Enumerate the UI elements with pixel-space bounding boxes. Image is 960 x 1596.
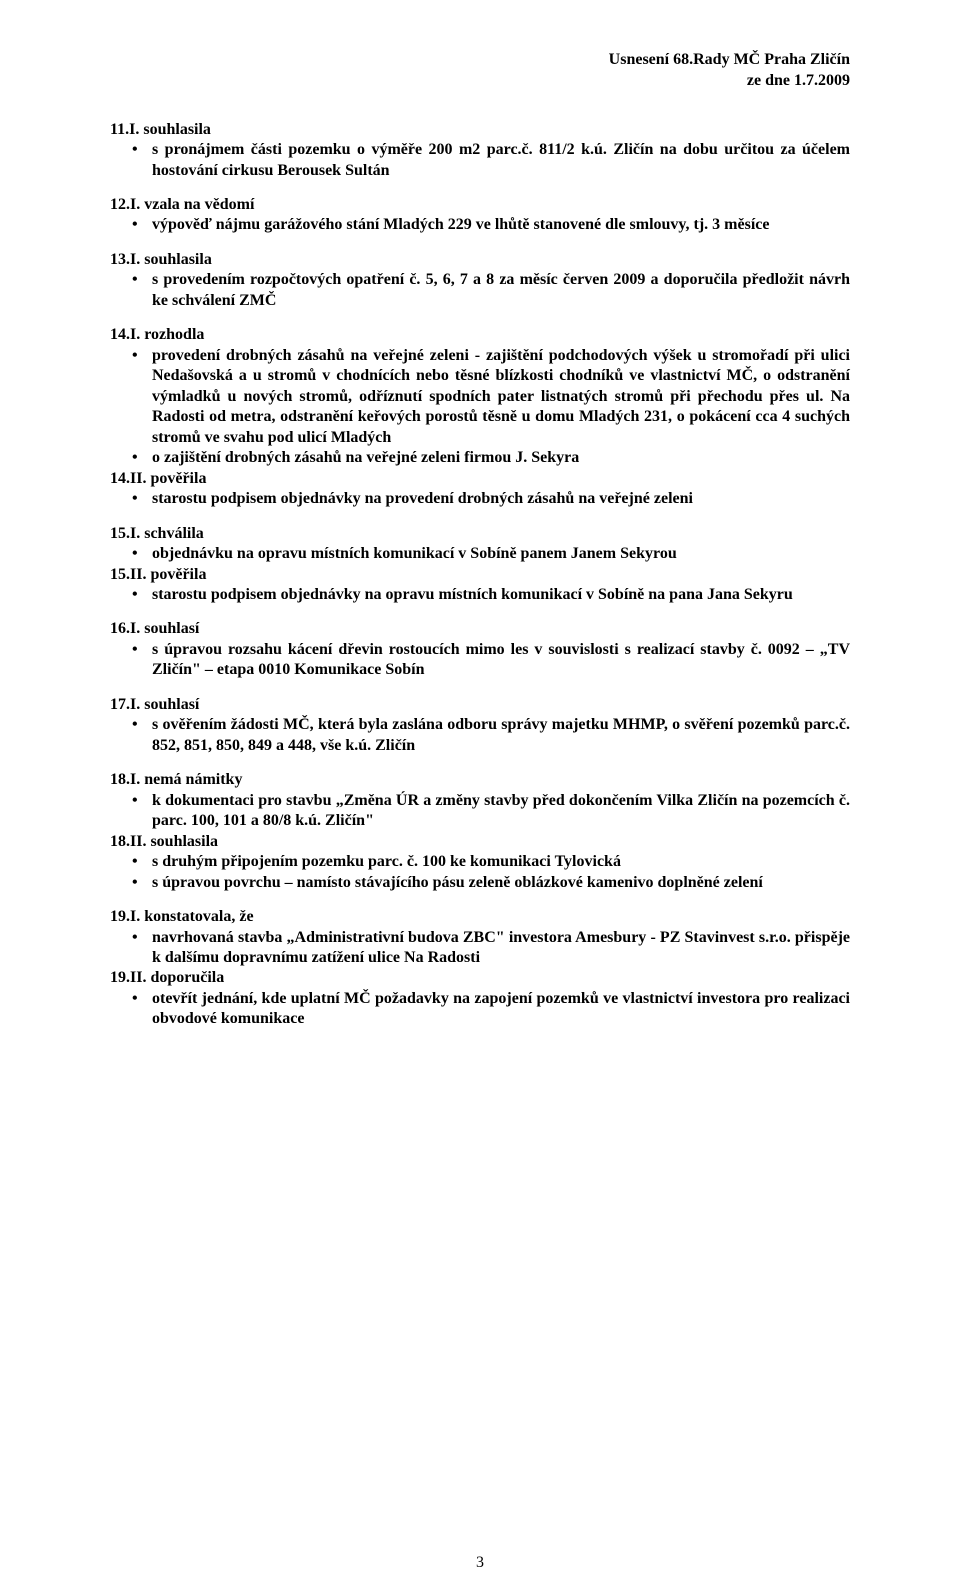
resolution-heading: 18.I. nemá námitky [110,770,850,790]
resolution-heading: 18.II. souhlasila [110,832,850,852]
page-number: 3 [0,1554,960,1572]
resolution-item: starostu podpisem objednávky na proveden… [110,489,850,509]
resolution-items: výpověď nájmu garážového stání Mladých 2… [110,215,850,235]
resolution-heading: 14.II. pověřila [110,469,850,489]
resolution-item: s pronájmem části pozemku o výměře 200 m… [110,140,850,181]
resolution-group: 13.I. souhlasilas provedením rozpočtovýc… [110,250,850,311]
resolution-heading: 13.I. souhlasila [110,250,850,270]
resolution-heading: 14.I. rozhodla [110,325,850,345]
resolution-group: 12.I. vzala na vědomívýpověď nájmu garáž… [110,195,850,236]
resolution-items: starostu podpisem objednávky na opravu m… [110,585,850,605]
resolution-item: s provedením rozpočtových opatření č. 5,… [110,270,850,311]
resolution-heading: 11.I. souhlasila [110,120,850,140]
header-line-1: Usnesení 68.Rady MČ Praha Zličín [110,50,850,71]
resolution-item: k dokumentaci pro stavbu „Změna ÚR a změ… [110,791,850,832]
resolution-items: k dokumentaci pro stavbu „Změna ÚR a změ… [110,791,850,832]
resolution-items: starostu podpisem objednávky na proveden… [110,489,850,509]
resolution-items: navrhovaná stavba „Administrativní budov… [110,928,850,969]
resolution-group: 11.I. souhlasilas pronájmem části pozemk… [110,120,850,181]
resolution-group: 16.I. souhlasís úpravou rozsahu kácení d… [110,619,850,680]
resolution-item: o zajištění drobných zásahů na veřejné z… [110,448,850,468]
document-header: Usnesení 68.Rady MČ Praha Zličín ze dne … [110,50,850,92]
resolution-group: 14.I. rozhodlaprovedení drobných zásahů … [110,325,850,509]
resolution-group: 19.I. konstatovala, ženavrhovaná stavba … [110,907,850,1030]
resolution-item: s úpravou rozsahu kácení dřevin rostoucí… [110,640,850,681]
resolution-item: s ověřením žádosti MČ, která byla zaslán… [110,715,850,756]
resolution-group: 15.I. schválilaobjednávku na opravu míst… [110,524,850,606]
resolution-item: s druhým připojením pozemku parc. č. 100… [110,852,850,872]
resolution-items: s úpravou rozsahu kácení dřevin rostoucí… [110,640,850,681]
resolution-item: starostu podpisem objednávky na opravu m… [110,585,850,605]
resolution-item: otevřít jednání, kde uplatní MČ požadavk… [110,989,850,1030]
resolution-item: výpověď nájmu garážového stání Mladých 2… [110,215,850,235]
resolution-heading: 19.I. konstatovala, že [110,907,850,927]
resolution-item: navrhovaná stavba „Administrativní budov… [110,928,850,969]
resolution-heading: 17.I. souhlasí [110,695,850,715]
resolution-heading: 15.I. schválila [110,524,850,544]
header-line-2: ze dne 1.7.2009 [110,71,850,92]
resolution-item: s úpravou povrchu – namísto stávajícího … [110,873,850,893]
resolution-items: otevřít jednání, kde uplatní MČ požadavk… [110,989,850,1030]
resolution-items: s druhým připojením pozemku parc. č. 100… [110,852,850,893]
resolution-heading: 19.II. doporučila [110,968,850,988]
resolution-items: s ověřením žádosti MČ, která byla zaslán… [110,715,850,756]
document-page: Usnesení 68.Rady MČ Praha Zličín ze dne … [0,0,960,1596]
resolution-heading: 12.I. vzala na vědomí [110,195,850,215]
resolution-group: 18.I. nemá námitkyk dokumentaci pro stav… [110,770,850,893]
resolution-item: provedení drobných zásahů na veřejné zel… [110,346,850,448]
document-body: 11.I. souhlasilas pronájmem části pozemk… [110,120,850,1030]
resolution-heading: 15.II. pověřila [110,565,850,585]
resolution-items: objednávku na opravu místních komunikací… [110,544,850,564]
resolution-group: 17.I. souhlasís ověřením žádosti MČ, kte… [110,695,850,756]
resolution-items: s provedením rozpočtových opatření č. 5,… [110,270,850,311]
resolution-items: provedení drobných zásahů na veřejné zel… [110,346,850,469]
resolution-item: objednávku na opravu místních komunikací… [110,544,850,564]
resolution-items: s pronájmem části pozemku o výměře 200 m… [110,140,850,181]
resolution-heading: 16.I. souhlasí [110,619,850,639]
